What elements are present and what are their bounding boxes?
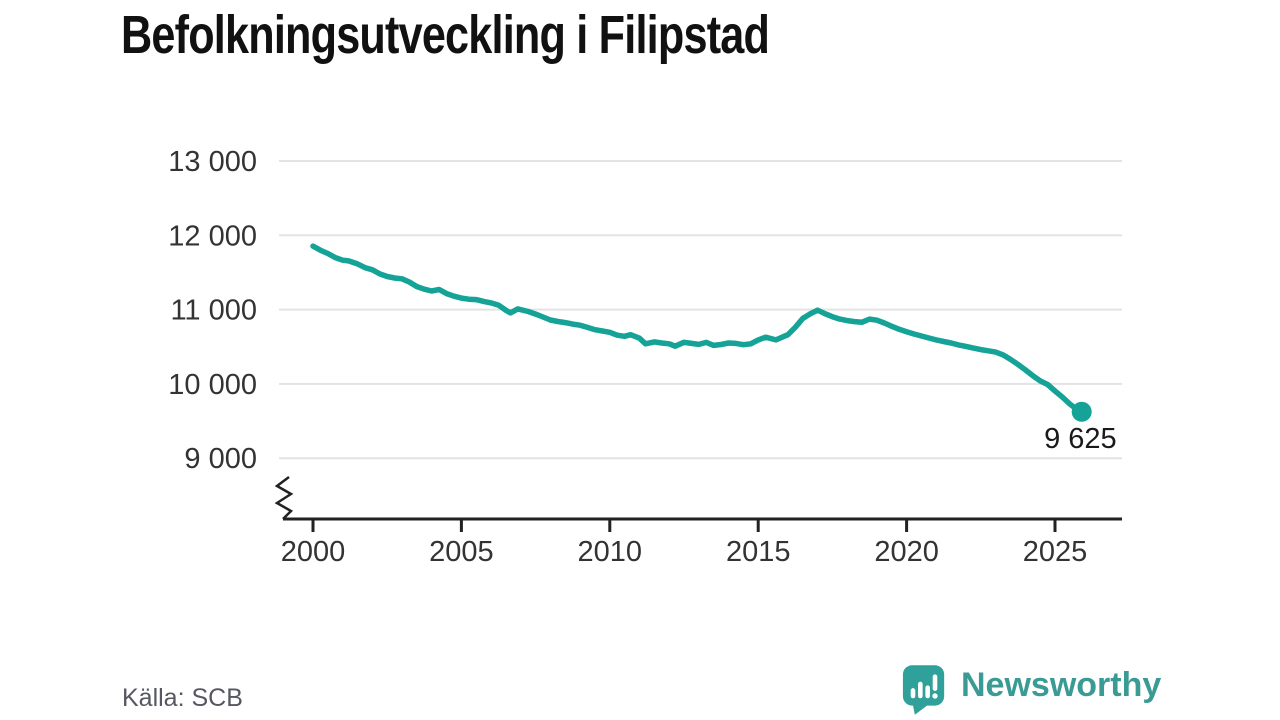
population-series-line <box>310 243 1085 415</box>
y-axis-tick-labels: 13 000 12 000 11 000 10 000 9 000 <box>168 146 257 475</box>
x-axis-tick-label: 2015 <box>726 536 791 568</box>
y-axis-break-icon <box>274 476 294 520</box>
newsworthy-wordmark: Newsworthy <box>961 666 1162 704</box>
x-axis-tick-label: 2005 <box>429 536 494 568</box>
series-end-value-label: 9 625 <box>1044 423 1117 455</box>
x-axis-tick-label: 2025 <box>1023 536 1088 568</box>
x-axis-tick-label: 2020 <box>874 536 939 568</box>
x-axis-ticks-group <box>311 519 1057 532</box>
gridlines-group <box>279 160 1122 460</box>
chart-title: Befolkningsutveckling i Filipstad <box>121 5 770 65</box>
y-axis-tick-label: 10 000 <box>168 369 257 401</box>
x-axis-tick-label: 2010 <box>578 536 643 568</box>
y-axis-tick-label: 13 000 <box>168 146 257 178</box>
newsworthy-speech-bubble-bar-chart-icon <box>902 665 945 715</box>
x-axis-tick-labels: 2000 2005 2010 2015 2020 2025 <box>281 536 1088 568</box>
newsworthy-logo[interactable]: Newsworthy <box>902 664 1161 716</box>
series-end-dot <box>1071 401 1092 422</box>
y-axis-tick-label: 12 000 <box>168 220 257 252</box>
y-axis-tick-label: 11 000 <box>170 295 257 327</box>
source-note: Källa: SCB <box>122 684 243 712</box>
y-axis-tick-label: 9 000 <box>184 443 257 475</box>
x-axis-tick-label: 2000 <box>281 536 346 568</box>
